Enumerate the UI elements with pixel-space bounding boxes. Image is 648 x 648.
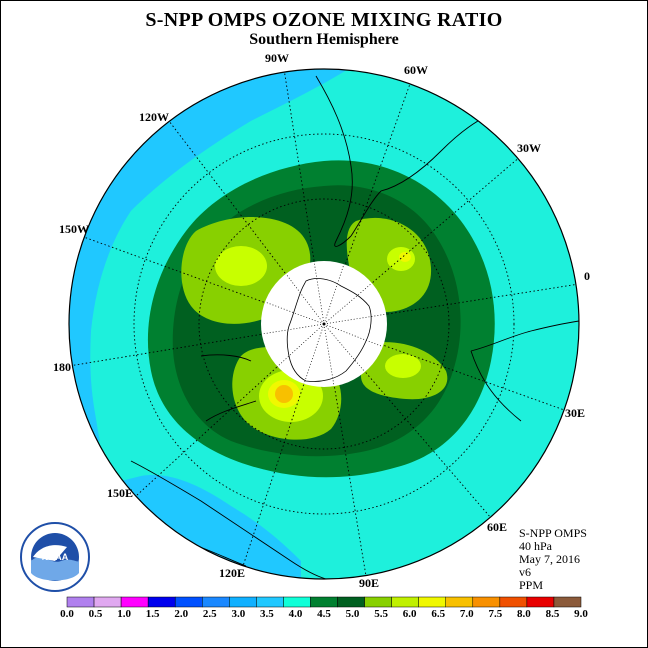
colorbar-swatch [283, 596, 311, 608]
info-version: v6 [519, 565, 531, 579]
antarctica-coastline [286, 278, 372, 382]
latitude-grid [133, 133, 515, 515]
colorbar-swatch [364, 596, 392, 608]
lon-label-60e: 60E [487, 520, 507, 534]
colorbar-swatch [418, 596, 446, 608]
colorbar-tick-label: 5.0 [345, 608, 360, 620]
colorbar-swatch [445, 596, 474, 608]
coastlines [130, 75, 579, 579]
colorbar-swatch [553, 596, 582, 608]
colorbar-swatch [93, 596, 122, 608]
ozone-core-left [215, 246, 267, 286]
colorbar-swatch [310, 596, 338, 608]
lon-label-0: 0 [584, 269, 590, 283]
colorbar-tick-label: 3.5 [260, 608, 274, 620]
colorbar-tick-label: 7.5 [488, 608, 503, 620]
lon-label-120e: 120E [219, 566, 245, 580]
colorbar-tick-label: 3.0 [231, 608, 246, 620]
colorbar-tick-label: 8.0 [517, 608, 531, 620]
colorbar-tick-label: 8.5 [545, 608, 560, 620]
colorbar-tick-label: 0.5 [88, 608, 103, 620]
disc-border [68, 68, 580, 580]
info-pressure: 40 hPa [519, 539, 552, 553]
colorbar-tick-label: 4.0 [288, 608, 303, 620]
colorbar-swatch [229, 596, 257, 608]
meridian-grid [69, 69, 579, 577]
colorbar-tick-label: 7.0 [459, 608, 474, 620]
pole-grid [261, 260, 388, 387]
lon-label-180: 180 [53, 360, 71, 374]
colorbar-swatch [120, 596, 149, 608]
lon-label-30w: 30W [517, 141, 541, 155]
colorbar-swatch [256, 596, 284, 608]
lon-label-90e: 90E [359, 576, 379, 590]
colorbar-swatch [147, 596, 176, 608]
colorbar-tick-label: 1.0 [117, 608, 131, 620]
colorbar-tick-label: 0.0 [60, 608, 74, 620]
info-units: PPM [519, 578, 544, 592]
info-date: May 7, 2016 [519, 552, 580, 566]
colorbar-swatch [391, 596, 419, 608]
low-ozone-band-upper-inner [92, 69, 411, 446]
low-ozone-band-upper [69, 69, 361, 441]
colorbar-tick-label: 1.5 [145, 608, 160, 620]
colorbar-tick-label: 5.5 [374, 608, 388, 620]
chart-subtitle: Southern Hemisphere [249, 31, 399, 48]
info-instrument: S-NPP OMPS [519, 526, 587, 540]
colorbar-tick-label: 2.5 [202, 608, 217, 620]
lon-label-30e: 30E [565, 406, 585, 420]
chart-title: S-NPP OMPS OZONE MIXING RATIO [145, 9, 503, 31]
colorbar-tick-label: 6.0 [402, 608, 417, 620]
lon-label-90w: 90W [265, 51, 289, 65]
longitude-labels: 0 30E 60E 90E 120E 150E 180 150W 120W 90… [53, 51, 590, 590]
noaa-logo: NOAA [20, 522, 90, 592]
colorbar-tick-label: 4.5 [317, 608, 331, 620]
colorbar-tick-label: 6.5 [431, 608, 446, 620]
colorbar-tick-label: 9.0 [574, 608, 588, 620]
ozone-core-lower-right [385, 354, 421, 378]
ozone-peak-70 [275, 385, 293, 403]
lon-label-60w: 60W [404, 63, 428, 77]
colorbar-swatch [337, 596, 365, 608]
ozone-peak-65-right [399, 252, 411, 262]
logo-text: NOAA [42, 552, 69, 562]
colorbar-swatch [202, 596, 230, 608]
colorbar-swatch [174, 596, 203, 608]
colorbar-swatch [526, 596, 555, 608]
lon-label-150w: 150W [59, 222, 89, 236]
lon-label-120w: 120W [139, 110, 169, 124]
colorbar-swatch [472, 596, 501, 608]
colorbar-tick-label: 2.0 [174, 608, 189, 620]
colorbar-swatch [66, 596, 95, 608]
south-pole-marker [322, 322, 326, 326]
colorbar-swatch [499, 596, 528, 608]
lon-label-150e: 150E [107, 486, 133, 500]
